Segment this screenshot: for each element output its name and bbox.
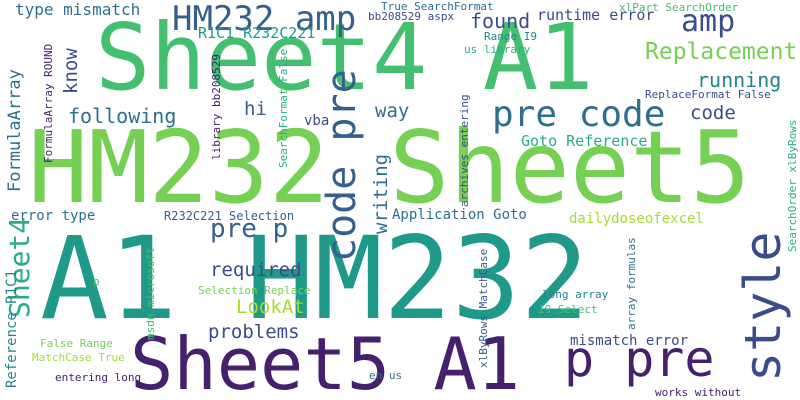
word: HM232 amp [172,0,357,39]
word: Replacement [645,39,798,65]
word: running [697,68,782,92]
word: library bb208529 [210,54,223,160]
word: p [93,275,100,288]
word: HM232 Sheet5 [28,109,751,226]
word: following [68,104,177,128]
word: R232C221 Selection [164,209,295,223]
word: True SearchFormat [381,0,494,13]
word: required [210,259,302,281]
word: hi [244,98,267,120]
word: type mismatch [15,0,141,19]
word: LookAt [236,296,305,318]
word: array formulas [625,237,638,330]
word: R1C1 R232C221 [198,24,316,42]
word: code [690,102,736,124]
word: mismatch error [570,333,689,349]
word: long array [542,288,609,301]
word: know [60,48,82,94]
word: Reference R1C1 [4,269,20,388]
word: en us [369,369,403,382]
word: I9 Select [538,303,598,316]
word: Sheet4 A1 [95,4,594,111]
word: xlPart SearchOrder [619,1,739,14]
word: works without [655,386,742,399]
word: Goto Reference [521,132,648,150]
word: vba [304,113,330,129]
word: style [734,231,792,382]
word: SearchOrder xlByRows [786,119,799,252]
word: Application Goto [392,207,527,223]
word: Sheet5 A1 [130,322,521,400]
word: FormulaArray [5,69,25,192]
word: writing [370,153,392,234]
word: pre p [210,214,289,244]
word: problems [208,321,300,343]
word: us library [464,43,531,56]
word: archives entering [458,94,471,207]
word: way [375,100,410,122]
word: pre code [492,94,666,135]
word: p pre [564,330,715,388]
word: found [470,9,531,33]
word: bb208529 aspx [368,10,455,23]
word: xlByRows MatchCase [477,248,490,368]
word: entering long [55,371,142,384]
word: SearchFormat False [277,48,290,168]
word: amp [681,4,736,39]
word: error type [11,208,96,224]
word: Selection Replace [198,284,311,297]
word: msdn microsoft [144,247,157,340]
word: A1 HM232 [40,212,590,345]
word: MatchCase True [32,351,125,364]
word: code pre [319,69,365,262]
word: Range I9 [484,30,537,43]
word: FormulaArray ROUND [42,43,55,163]
word: ReplaceFormat False [645,88,771,101]
word: False Range [40,337,113,350]
word: dailydoseofexcel [569,211,704,227]
word: runtime error [537,6,655,24]
